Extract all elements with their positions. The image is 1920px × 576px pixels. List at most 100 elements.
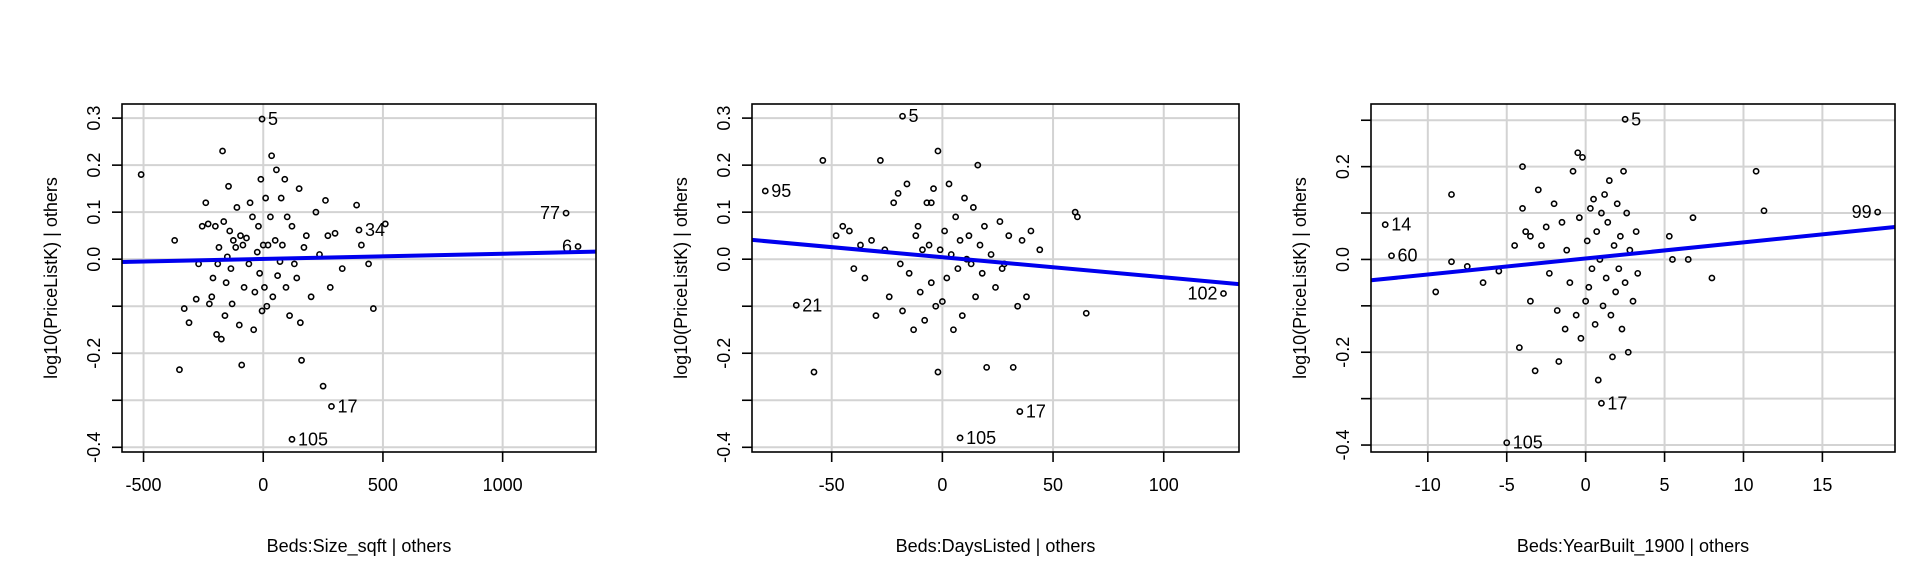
data-point bbox=[1027, 227, 1035, 235]
data-point bbox=[1629, 297, 1637, 305]
data-point bbox=[934, 147, 942, 155]
data-point bbox=[1632, 228, 1640, 235]
data-point bbox=[233, 204, 241, 211]
y-tick-label: 0.3 bbox=[714, 106, 734, 131]
data-point bbox=[1586, 204, 1594, 212]
data-point bbox=[205, 300, 213, 308]
labeled-data-point bbox=[956, 434, 964, 442]
data-point bbox=[1615, 265, 1623, 273]
point-label: 102 bbox=[1187, 284, 1217, 304]
data-point bbox=[941, 227, 948, 235]
panel-days-listed: 5 95 21 102 17 105 -50 0 50 100 -0.4 -0.2 0.0 0.1 0.2 0… bbox=[671, 103, 1240, 556]
data-point bbox=[938, 298, 946, 305]
data-point bbox=[326, 284, 334, 291]
data-point bbox=[1624, 348, 1632, 356]
y-tick-label: 0.0 bbox=[1333, 247, 1353, 272]
data-point bbox=[221, 312, 229, 320]
data-point bbox=[965, 232, 973, 240]
data-point bbox=[1563, 246, 1571, 254]
point-label: 95 bbox=[771, 181, 791, 201]
data-point bbox=[245, 260, 253, 268]
data-point bbox=[868, 236, 875, 244]
data-point bbox=[1593, 228, 1601, 235]
data-point bbox=[1708, 274, 1716, 282]
data-point bbox=[235, 321, 243, 329]
data-point bbox=[1538, 242, 1545, 249]
labeled-data-point bbox=[899, 112, 906, 120]
data-point bbox=[1612, 288, 1620, 296]
data-point bbox=[943, 274, 951, 282]
y-tick-label: 0.2 bbox=[714, 153, 734, 178]
data-point bbox=[992, 284, 999, 291]
data-point bbox=[1594, 376, 1602, 384]
data-point bbox=[307, 293, 315, 301]
data-point bbox=[353, 201, 361, 209]
x-tick-label: -5 bbox=[1499, 475, 1515, 495]
point-label: 17 bbox=[337, 396, 357, 416]
x-tick-label: 5 bbox=[1660, 475, 1670, 495]
data-point bbox=[981, 222, 988, 230]
data-point bbox=[930, 185, 937, 193]
data-point bbox=[300, 244, 308, 251]
data-point bbox=[1531, 367, 1539, 375]
data-point bbox=[1527, 297, 1534, 305]
data-point bbox=[969, 204, 977, 211]
point-label: 105 bbox=[298, 429, 328, 449]
data-point bbox=[934, 368, 942, 376]
data-point bbox=[1616, 232, 1624, 240]
point-label: 21 bbox=[802, 295, 822, 315]
data-point bbox=[295, 185, 303, 193]
labeled-data-point bbox=[355, 226, 363, 234]
data-point bbox=[950, 326, 957, 334]
data-point bbox=[232, 244, 240, 251]
y-tick-label: 0.0 bbox=[714, 247, 734, 272]
y-tick-label: -0.4 bbox=[714, 432, 734, 463]
regression-line bbox=[122, 249, 596, 265]
x-tick-label: 100 bbox=[1149, 475, 1179, 495]
data-point bbox=[1555, 358, 1563, 365]
data-point bbox=[832, 232, 840, 240]
data-point bbox=[261, 284, 268, 291]
data-point bbox=[872, 312, 880, 320]
data-point bbox=[227, 265, 235, 272]
data-point bbox=[1577, 334, 1585, 342]
data-point bbox=[238, 361, 246, 369]
data-point bbox=[267, 213, 274, 221]
y-tick-label: -0.4 bbox=[84, 432, 104, 463]
data-point bbox=[137, 171, 145, 178]
data-point bbox=[1522, 228, 1530, 235]
data-point bbox=[1621, 279, 1629, 287]
data-point bbox=[925, 241, 933, 249]
data-point bbox=[1591, 320, 1599, 328]
data-point bbox=[290, 260, 298, 268]
data-point bbox=[246, 199, 254, 207]
data-point bbox=[338, 265, 346, 272]
data-point bbox=[282, 284, 290, 291]
data-point bbox=[255, 222, 262, 230]
data-point bbox=[998, 265, 1006, 272]
data-point bbox=[936, 246, 944, 254]
data-point bbox=[903, 180, 911, 188]
data-point bbox=[972, 293, 979, 301]
data-point bbox=[905, 269, 913, 277]
data-point bbox=[286, 312, 293, 320]
data-point bbox=[1588, 265, 1596, 273]
data-point bbox=[215, 244, 223, 251]
data-point bbox=[1665, 232, 1673, 240]
data-point bbox=[1558, 218, 1566, 226]
data-point bbox=[952, 213, 960, 221]
data-point bbox=[996, 218, 1004, 225]
y-axis-title: log10(PriceListK) | others bbox=[1290, 177, 1310, 379]
data-point bbox=[945, 180, 953, 188]
data-point bbox=[974, 161, 982, 169]
data-point bbox=[983, 363, 991, 371]
data-point bbox=[912, 232, 920, 240]
data-point bbox=[1610, 242, 1618, 249]
labeled-data-point bbox=[288, 435, 296, 443]
data-point bbox=[217, 335, 225, 343]
data-point bbox=[1550, 200, 1558, 208]
y-tick-label: 0.0 bbox=[84, 247, 104, 272]
y-tick-label: 0.2 bbox=[84, 153, 104, 178]
data-point bbox=[228, 300, 236, 308]
data-point bbox=[916, 288, 924, 296]
